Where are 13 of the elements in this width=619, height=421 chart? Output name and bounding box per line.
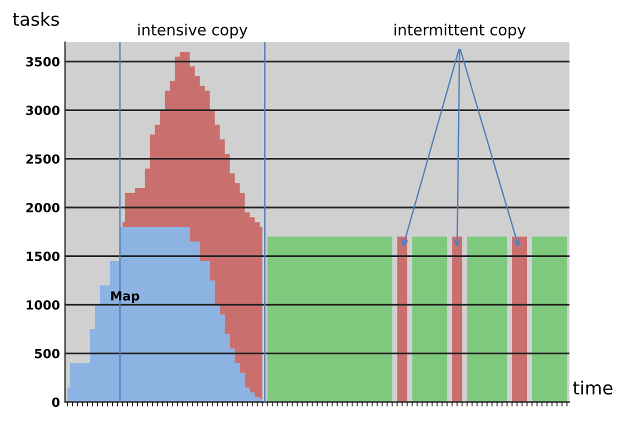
y-tick-label: 3500 xyxy=(26,57,60,66)
x-axis-title: time xyxy=(573,380,612,395)
y-tick-label: 3000 xyxy=(26,106,60,116)
text: intermittent copy xyxy=(394,24,526,38)
series-label: Map xyxy=(111,291,140,304)
y-tick-label: 0 xyxy=(52,398,60,407)
y-tick-label: 2000 xyxy=(26,202,60,212)
y-tick-label: 1000 xyxy=(26,300,60,310)
y-tick-label: 1500 xyxy=(26,252,60,262)
y-tick-label: 2500 xyxy=(26,154,60,164)
text: intensive copy xyxy=(138,24,248,38)
y-axis-title: tasks xyxy=(12,12,59,26)
y-tick-label: 500 xyxy=(35,348,60,358)
